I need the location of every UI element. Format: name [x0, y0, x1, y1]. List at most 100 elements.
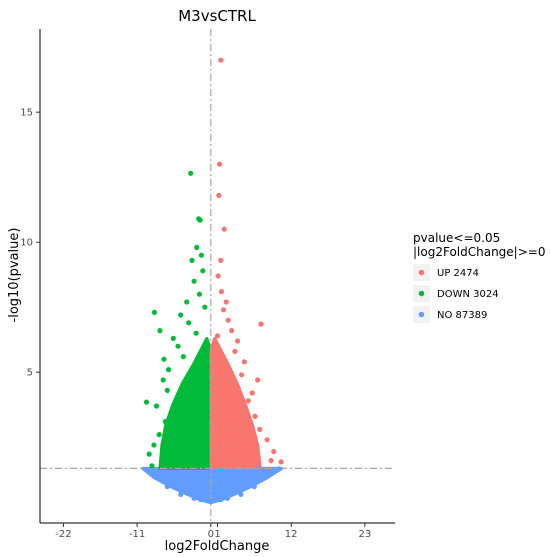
up-point — [239, 372, 245, 378]
no-point — [164, 484, 170, 490]
y-tick-label: 5 — [27, 368, 33, 379]
down-point — [170, 335, 176, 341]
up-point — [255, 377, 261, 383]
up-point — [225, 317, 231, 323]
up-point — [216, 192, 222, 198]
up-point — [278, 459, 284, 465]
down-point — [151, 442, 157, 448]
up-point — [220, 307, 227, 313]
x-tick-label: -11 — [129, 529, 145, 540]
up-point — [252, 413, 258, 419]
down-point — [175, 343, 181, 349]
up-point — [218, 57, 224, 63]
up-point — [213, 348, 219, 354]
up-point — [245, 398, 251, 404]
legend-title-line-1: pvalue<=0.05 — [413, 231, 500, 245]
no-point — [238, 491, 244, 497]
up-point — [235, 338, 241, 344]
up-point — [264, 437, 270, 443]
down-point — [180, 354, 186, 360]
point-density-layer — [141, 336, 284, 505]
chart-title: M3vsCTRL — [178, 7, 256, 25]
y-tick-label: 10 — [20, 238, 33, 249]
down-point — [196, 291, 202, 297]
no-point — [144, 467, 150, 473]
no-point — [218, 497, 224, 503]
down-point — [156, 432, 162, 438]
down-point — [193, 330, 199, 336]
legend-title-line-2: |log2FoldChange|>=0 — [413, 245, 545, 259]
up-point — [257, 426, 263, 432]
scatter-points — [143, 57, 284, 505]
up-point — [258, 321, 264, 327]
down-point — [157, 328, 163, 334]
up-point — [231, 385, 237, 391]
down-point — [188, 170, 194, 176]
up-point — [241, 359, 247, 365]
down-point — [160, 377, 166, 383]
threshold-lines — [40, 29, 395, 523]
down-point — [149, 463, 155, 469]
x-axis-title: log2FoldChange — [165, 539, 270, 554]
up-point — [232, 348, 238, 354]
down-point — [191, 278, 197, 284]
up-point — [216, 161, 223, 167]
up-point — [218, 257, 224, 263]
x-tick-label: 1 — [214, 529, 220, 540]
x-tick-label: 23 — [358, 529, 371, 540]
y-axis-ticks: 5 10 15 — [20, 108, 40, 379]
down-point — [151, 309, 158, 315]
x-tick-label: 12 — [285, 529, 298, 540]
no-point — [258, 472, 264, 478]
up-point — [214, 333, 221, 339]
up-point — [227, 369, 233, 375]
down-point — [153, 403, 160, 409]
no-point — [158, 471, 164, 477]
legend-label: NO 87389 — [437, 310, 487, 321]
legend-items: UP 2474 DOWN 3024 NO 87389 — [413, 264, 499, 323]
y-axis-title: -log10(pvalue) — [7, 228, 22, 323]
up-point — [249, 390, 255, 396]
no-point — [231, 490, 237, 496]
no-point — [271, 468, 277, 474]
legend-key-dot — [418, 311, 425, 318]
legend-label: DOWN 3024 — [437, 289, 499, 300]
no-point — [208, 499, 214, 505]
no-point — [171, 481, 177, 487]
legend-label: UP 2474 — [437, 268, 479, 279]
no-point — [198, 497, 204, 503]
up-point — [218, 289, 225, 295]
no-point — [245, 481, 251, 487]
down-point — [186, 320, 192, 326]
up-point — [221, 226, 227, 232]
down-point — [198, 252, 204, 258]
up-point — [237, 408, 243, 414]
down-point — [178, 312, 184, 318]
legend-key-dot — [418, 290, 425, 297]
legend-key-dot — [418, 269, 425, 276]
no-point — [178, 491, 184, 497]
no-point — [224, 495, 231, 501]
down-point — [161, 356, 167, 362]
down-point — [143, 399, 150, 405]
up-point — [268, 458, 274, 464]
x-axis-ticks: -22 -11 0 1 12 23 — [55, 523, 371, 540]
no-point — [184, 490, 190, 496]
down-point — [194, 244, 200, 250]
up-regulated-cloud — [209, 336, 262, 470]
down-point — [166, 367, 172, 373]
x-tick-label: 0 — [208, 529, 214, 540]
no-point — [276, 466, 282, 472]
down-point — [162, 419, 168, 425]
down-point — [184, 299, 190, 305]
no-point — [191, 495, 197, 501]
down-point — [146, 451, 152, 457]
down-point — [189, 257, 195, 263]
up-point — [229, 328, 235, 334]
up-point — [223, 299, 229, 305]
down-point — [200, 268, 206, 274]
legend: pvalue<=0.05 |log2FoldChange|>=0 UP 2474… — [413, 231, 545, 323]
up-point — [215, 273, 221, 279]
no-point — [251, 484, 257, 490]
